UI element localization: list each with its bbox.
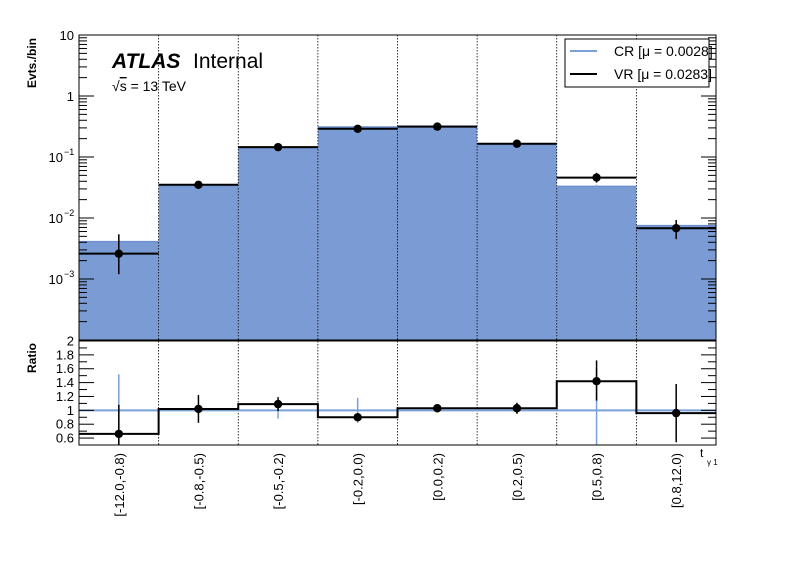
data-points xyxy=(114,122,681,439)
cr-bar xyxy=(556,186,637,340)
ratio-tick-label: 1.8 xyxy=(56,347,74,362)
x-tick-label: [0.0,0.2) xyxy=(430,453,445,501)
legend-box xyxy=(564,38,710,88)
ratio-point xyxy=(114,429,124,439)
x-axis-label-subscript: γ 1 xyxy=(707,458,718,467)
x-axis-label: t xyxy=(700,446,704,460)
y-tick-label-exponent: −1 xyxy=(64,147,74,157)
y-tick-label-base: 10 xyxy=(49,211,63,226)
ratio-tick-label: 2 xyxy=(67,334,74,349)
cr-histogram-fills xyxy=(79,126,716,340)
ratio-tick-label: 0.8 xyxy=(56,417,74,432)
y-tick-label: 10 xyxy=(60,28,74,43)
y-axis-label: Evts./bin xyxy=(25,38,39,88)
x-axis-label-main: t xyxy=(700,446,704,460)
energy-root-arg: s xyxy=(120,78,127,94)
vr-point xyxy=(592,173,601,182)
x-tick-label: [-0.5,-0.2) xyxy=(271,453,286,509)
ratio-tick-label: 1.4 xyxy=(56,375,74,390)
ratio-point xyxy=(273,399,283,409)
y-tick-label-base: 10 xyxy=(49,150,63,165)
axis-ticks xyxy=(79,34,716,439)
ratio-point xyxy=(512,404,522,413)
x-tick-label: [-12.0,-0.8) xyxy=(112,453,127,517)
atlas-label: ATLAS xyxy=(111,50,180,73)
cr-bar xyxy=(636,225,716,340)
y-tick-label-base: 10 xyxy=(49,272,63,287)
cr-bar xyxy=(158,185,239,340)
vr-point xyxy=(114,249,124,258)
ratio-point xyxy=(194,404,203,414)
ratio-axis-label: Ratio xyxy=(25,343,39,373)
ratio-frame xyxy=(78,340,717,446)
vr-point xyxy=(433,122,442,131)
ratio-tick-label: 0.6 xyxy=(56,431,74,446)
y-tick-label-exponent: −3 xyxy=(64,269,74,279)
cr-bar xyxy=(317,127,398,340)
vr-point xyxy=(194,180,203,190)
x-tick-label: [-0.2,0.0) xyxy=(351,453,366,505)
atlas-status: Internal xyxy=(193,50,263,73)
legend: CR [μ = 0.0028] VR [μ = 0.0283] xyxy=(564,38,713,88)
energy-root-symbol: √ xyxy=(112,78,120,94)
vr-point xyxy=(671,224,681,233)
ratio-tick-label: 1.6 xyxy=(56,361,74,376)
vr-point xyxy=(353,124,362,133)
vr-point xyxy=(512,139,522,148)
ratio-tick-label: 1 xyxy=(67,403,74,418)
y-tick-label-exponent: −2 xyxy=(64,208,74,218)
y-tick-label: 10 xyxy=(49,211,63,226)
legend-vr-label: VR [μ = 0.0283] xyxy=(614,66,712,82)
ratio-step-line xyxy=(79,380,716,435)
ratio-point xyxy=(353,413,362,422)
plot-frames xyxy=(78,34,717,446)
cr-bar xyxy=(238,148,318,340)
y-tick-label-base: 10 xyxy=(60,28,74,43)
y-tick-label: 10 xyxy=(49,150,63,165)
y-tick-label-base: 1 xyxy=(67,89,74,104)
ratio-tick-label: 1.2 xyxy=(56,389,74,404)
x-tick-label: [0.8,12.0) xyxy=(669,453,684,508)
ratio-point xyxy=(433,404,442,413)
y-tick-label: 10 xyxy=(49,272,63,287)
main-frame xyxy=(78,34,717,341)
vr-point xyxy=(273,142,283,152)
cr-bar xyxy=(397,126,478,340)
energy-label: √s = 13 TeV xyxy=(112,78,187,94)
x-tick-label: [-0.8,-0.5) xyxy=(191,453,206,509)
legend-cr-label: CR [μ = 0.0028] xyxy=(614,43,713,59)
ratio-point xyxy=(592,377,601,386)
y-tick-label: 1 xyxy=(67,89,74,104)
energy-rest: = 13 TeV xyxy=(127,78,187,94)
x-tick-label: [0.5,0.8) xyxy=(590,453,605,501)
cr-bar xyxy=(477,144,557,340)
ratio-point xyxy=(671,408,681,418)
x-tick-label: [0.2,0.5) xyxy=(510,453,525,501)
